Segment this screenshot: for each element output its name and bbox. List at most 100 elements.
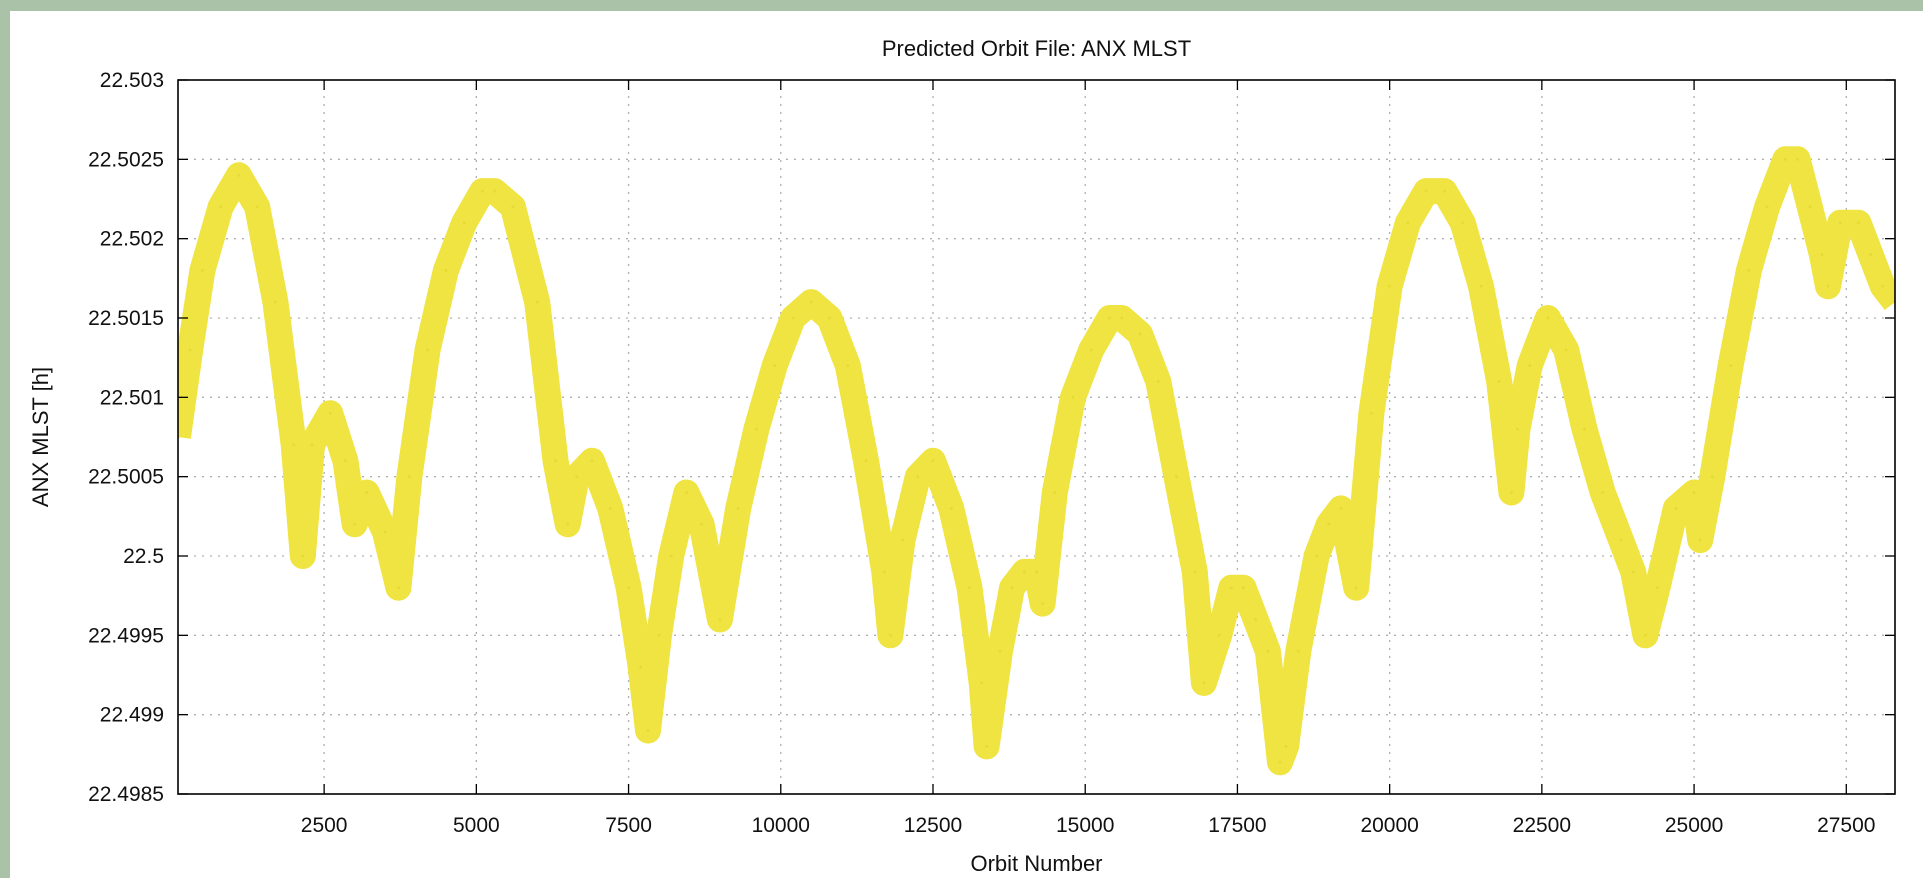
x-tick-label: 12500 xyxy=(904,814,962,837)
data-point xyxy=(700,522,704,526)
data-point xyxy=(998,649,1002,653)
data-point xyxy=(1583,427,1586,431)
data-point xyxy=(273,300,277,304)
data-point xyxy=(916,475,920,479)
data-point xyxy=(1369,411,1373,415)
data-point xyxy=(1479,284,1483,288)
data-point xyxy=(882,570,886,574)
data-point xyxy=(646,729,650,732)
y-tick-label: 22.503 xyxy=(100,69,164,92)
data-point xyxy=(754,427,758,431)
series-line xyxy=(178,146,1895,776)
data-point xyxy=(1710,475,1714,479)
data-point xyxy=(1747,268,1751,272)
data-point xyxy=(1643,633,1647,637)
data-point xyxy=(1601,491,1605,494)
data-point xyxy=(1175,475,1178,479)
data-point xyxy=(1838,221,1842,225)
data-point xyxy=(1424,189,1428,193)
data-point xyxy=(608,506,612,510)
data-point xyxy=(1041,602,1045,606)
data-point xyxy=(901,538,904,542)
data-point xyxy=(407,475,411,479)
data-point xyxy=(1881,284,1885,288)
data-point xyxy=(1546,316,1550,320)
x-tick-label: 22500 xyxy=(1513,814,1571,837)
data-point xyxy=(1461,221,1465,225)
y-tick-label: 22.5025 xyxy=(88,148,164,171)
data-point xyxy=(480,189,484,193)
data-point xyxy=(328,411,332,415)
tick-layer xyxy=(178,79,1895,795)
data-point xyxy=(1869,253,1873,256)
data-point xyxy=(310,443,314,447)
data-point xyxy=(255,205,259,209)
y-tick-label: 22.4995 xyxy=(88,624,164,647)
x-tick-label: 10000 xyxy=(752,814,810,837)
x-axis-title: Orbit Number xyxy=(970,851,1102,876)
data-point xyxy=(1278,760,1282,764)
data-point xyxy=(1698,538,1702,542)
data-point xyxy=(1729,364,1733,368)
orbit-chart: Predicted Orbit File: ANX MLST 2500 5000 7… xyxy=(28,36,1896,876)
data-point xyxy=(1796,157,1800,161)
y-tick-label: 22.499 xyxy=(100,704,164,727)
data-point xyxy=(985,744,989,748)
data-point xyxy=(554,459,557,463)
y-tick-label: 22.4985 xyxy=(88,783,164,806)
data-point xyxy=(1315,554,1319,558)
data-point xyxy=(639,665,643,669)
data-point xyxy=(931,459,935,463)
data-point xyxy=(684,491,688,494)
data-point xyxy=(1516,427,1519,431)
chart-panel: Predicted Orbit File: ANX MLST 2500 5000 7… xyxy=(10,11,1923,878)
chart-title: Predicted Orbit File: ANX MLST xyxy=(882,36,1191,61)
data-point xyxy=(1528,364,1532,368)
x-tick-label: 20000 xyxy=(1360,814,1418,837)
data-point xyxy=(1296,649,1300,653)
data-point xyxy=(657,633,661,637)
data-point xyxy=(1656,586,1659,590)
data-point xyxy=(237,173,241,177)
data-point xyxy=(444,268,448,272)
data-point xyxy=(301,554,305,558)
data-point xyxy=(1229,586,1233,590)
data-point xyxy=(1564,348,1568,352)
x-tick-label: 7500 xyxy=(605,814,652,837)
data-point xyxy=(828,316,831,320)
data-point xyxy=(1857,221,1860,225)
data-point xyxy=(1619,538,1623,542)
data-point xyxy=(1156,380,1160,383)
data-point xyxy=(888,633,892,637)
data-point xyxy=(736,506,740,510)
data-point xyxy=(1692,491,1696,494)
data-point xyxy=(1284,744,1288,748)
data-point xyxy=(1765,205,1769,209)
data-point xyxy=(396,586,400,590)
data-point xyxy=(1339,506,1343,510)
data-point xyxy=(383,530,387,534)
grid-layer xyxy=(178,80,1895,794)
data-point xyxy=(1022,570,1026,574)
data-point xyxy=(1202,681,1206,685)
data-point xyxy=(1327,522,1331,526)
data-point xyxy=(1406,221,1410,225)
data-point xyxy=(968,586,971,590)
data-point xyxy=(426,348,430,352)
data-point xyxy=(1442,189,1446,193)
data-point xyxy=(1053,491,1057,494)
data-point xyxy=(1108,316,1112,320)
data-point xyxy=(353,522,357,526)
data-point xyxy=(566,522,570,526)
data-point xyxy=(1497,380,1501,383)
x-tick-label: 15000 xyxy=(1056,814,1114,837)
data-point xyxy=(1826,284,1830,288)
data-point xyxy=(669,554,673,558)
y-axis-title: ANX MLST [h] xyxy=(28,367,53,507)
data-point xyxy=(511,205,515,209)
data-point xyxy=(575,475,579,479)
data-point xyxy=(365,491,369,494)
data-point xyxy=(493,189,497,193)
data-point xyxy=(846,364,850,368)
y-tick-label: 22.5015 xyxy=(88,307,164,330)
